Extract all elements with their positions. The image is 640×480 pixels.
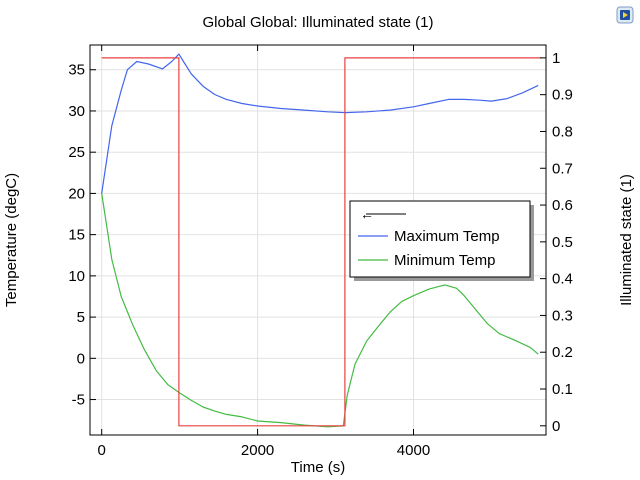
x-axis: 0 2000 4000 (98, 45, 430, 459)
y-tick-label-2: 5 (77, 309, 85, 326)
legend-arrow-icon: ← (360, 206, 374, 222)
y2-tick-label-1: 0.1 (552, 381, 573, 398)
chart-title: Global Global: Illuminated state (1) (203, 14, 434, 31)
y-tick-label-1: 0 (77, 350, 85, 367)
series-line-illuminated-state-1 (101, 57, 542, 427)
plot-border (89, 44, 547, 436)
x-tick-label-2: 4000 (397, 442, 430, 459)
y-tick-label-6: 25 (68, 144, 85, 161)
x-tick-label-0: 0 (98, 442, 106, 459)
y-axis-left: -5 0 5 10 15 20 25 30 35 (68, 62, 96, 409)
y2-tick-label-3: 0.3 (552, 307, 573, 324)
series-line-maximum-temp (101, 53, 539, 194)
y-tick-label-5: 20 (68, 185, 85, 202)
y-tick-label-8: 35 (68, 62, 85, 79)
y2-tick-label-0: 0 (552, 418, 560, 435)
y2-tick-label-10: 1 (552, 50, 560, 67)
legend-label-min: Minimum Temp (394, 252, 495, 269)
legend: ← Maximum Temp Minimum Temp (349, 200, 534, 281)
y2-tick-label-9: 0.9 (552, 87, 573, 104)
y2-tick-label-4: 0.4 (552, 271, 573, 288)
y2-tick-label-7: 0.7 (552, 160, 573, 177)
y2-tick-label-8: 0.8 (552, 123, 573, 140)
x-tick-label-1: 2000 (241, 442, 274, 459)
y-axis-left-label: Temperature (degC) (3, 173, 20, 307)
comsol-logo-icon (616, 6, 634, 24)
y2-tick-label-6: 0.6 (552, 197, 573, 214)
y-tick-label-7: 30 (68, 103, 85, 120)
y2-tick-label-2: 0.2 (552, 344, 573, 361)
legend-label-max: Maximum Temp (394, 228, 500, 245)
y-tick-label-3: 10 (68, 268, 85, 285)
series-layer (101, 53, 542, 428)
y-tick-label-4: 15 (68, 227, 85, 244)
y-axis-right: 0 0.1 0.2 0.3 0.4 0.5 0.6 0.7 0.8 0.9 1 (540, 50, 573, 435)
y-axis-right-label: Illuminated state (1) (618, 174, 635, 306)
x-axis-label: Time (s) (291, 459, 345, 476)
y2-tick-label-5: 0.5 (552, 234, 573, 251)
legend-box (349, 200, 531, 278)
y-tick-label-0: -5 (72, 392, 85, 409)
